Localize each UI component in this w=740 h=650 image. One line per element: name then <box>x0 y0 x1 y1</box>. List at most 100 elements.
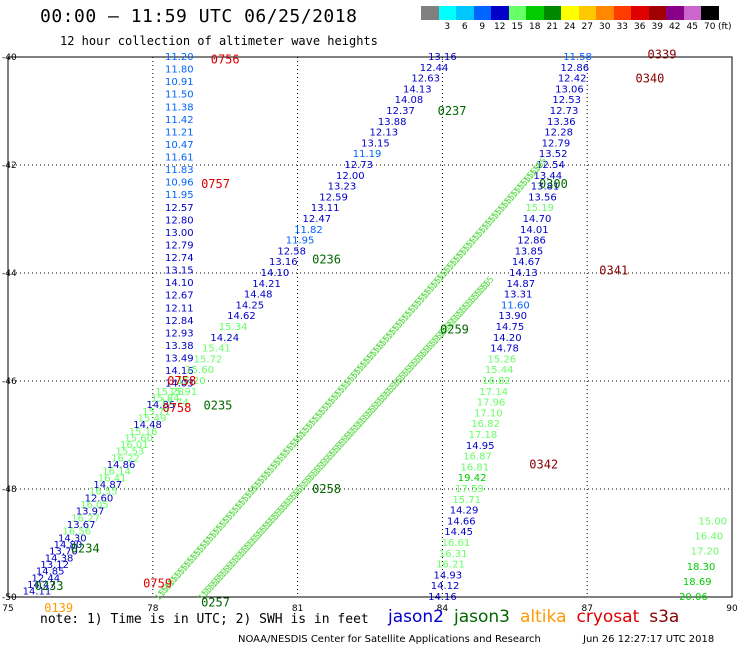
swh-value: 14.16 <box>165 366 194 377</box>
swh-value: 15.28 <box>155 387 184 398</box>
legend-swatch <box>473 6 491 20</box>
swh-value: 14.93 <box>433 570 462 581</box>
swh-value: 17.20 <box>691 547 720 558</box>
swh-value: 14.08 <box>395 95 424 106</box>
credit-line: NOAA/NESDIS Center for Satellite Applica… <box>238 634 714 645</box>
swh-value: 14.24 <box>210 333 239 344</box>
satellite-key: jason2 jason3 altika cryosat s3a <box>388 607 689 627</box>
pass-time-label: 0758 <box>167 374 196 388</box>
swh-value: 16.41 <box>98 473 127 484</box>
swh-value: 13.85 <box>515 246 544 257</box>
swh-value: 14.25 <box>236 300 265 311</box>
swh-value: 15.91 <box>169 387 198 398</box>
pass-time-label: 0234 <box>71 541 100 555</box>
pass-time-label: 0139 <box>44 601 73 615</box>
swh-value: 16.61 <box>442 538 471 549</box>
swh-value: 14.87 <box>506 279 535 290</box>
pass-time-label: 0257 <box>201 595 230 609</box>
swh-value: 15.60 <box>124 433 153 444</box>
swh-value: 15.71 <box>452 495 481 506</box>
swh-value: 16.81 <box>461 462 490 473</box>
swh-value: 15.20 <box>177 376 206 387</box>
legend-swatch <box>631 6 649 20</box>
swh-value: 13.81 <box>531 182 560 193</box>
swh-value: 12.53 <box>552 95 581 106</box>
swh-value: 14.95 <box>466 441 495 452</box>
swh-value: 11.20 <box>165 52 194 63</box>
swh-value: 14.62 <box>227 311 256 322</box>
swh-value: 18.69 <box>683 577 712 588</box>
swh-value: 14.21 <box>252 279 281 290</box>
credit-text: NOAA/NESDIS Center for Satellite Applica… <box>238 634 541 645</box>
swh-value: 10.96 <box>165 178 194 189</box>
swh-value: 15.16 <box>129 427 158 438</box>
swh-value: 13.90 <box>498 311 527 322</box>
legend-label: 9 <box>479 22 486 32</box>
swh-value: 11.21 <box>165 127 194 138</box>
swh-value: 13.23 <box>328 182 357 193</box>
swh-value: 14.45 <box>444 527 473 538</box>
swh-value: 12.60 <box>85 493 114 504</box>
pass-time-label: 0758 <box>162 401 191 415</box>
swh-value: 12.28 <box>544 128 573 139</box>
swh-value: 13.15 <box>165 266 194 277</box>
legend-label: 24 <box>564 22 576 32</box>
swh-value: 16.05 <box>80 500 109 511</box>
legend-label: 33 <box>616 22 628 32</box>
swh-value: 15.84 <box>151 393 180 404</box>
swh-value: 11.82 <box>294 225 323 236</box>
swh-value: 12.11 <box>165 303 194 314</box>
swh-value: 11.38 <box>165 102 194 113</box>
swh-value: 10.91 <box>165 77 194 88</box>
swh-value: 11.60 <box>501 300 530 311</box>
legend-swatch <box>456 6 474 20</box>
legend-swatch <box>491 6 509 20</box>
swh-value: 16.21 <box>436 560 465 571</box>
pass-time-label: 0259 <box>440 323 469 337</box>
legend-swatch <box>421 6 439 20</box>
pass-time-label: 0342 <box>529 458 558 472</box>
legend-swatch <box>683 6 701 20</box>
swh-value: 11.42 <box>165 115 194 126</box>
swh-value: 12.86 <box>561 63 590 74</box>
swh-value: 15.41 <box>202 344 231 355</box>
swh-value: 13.56 <box>528 192 557 203</box>
swh-value: 14.10 <box>165 278 194 289</box>
swh-value: 17.10 <box>474 408 503 419</box>
swh-value: 12.74 <box>165 253 194 264</box>
y-tick-label: -48 <box>2 485 17 495</box>
legend-label: 39 <box>651 22 663 32</box>
swh-value: 11.58 <box>563 52 592 63</box>
legend-swatch <box>526 6 544 20</box>
swh-value: 14.29 <box>450 506 479 517</box>
pass-time-label: 0759 <box>143 577 172 591</box>
swh-value: 13.31 <box>504 290 533 301</box>
swh-value: 12.13 <box>369 128 398 139</box>
satellite-key-jason2: jason2 <box>388 607 444 627</box>
pass-time-label: 0757 <box>201 177 230 191</box>
swh-value: 14.16 <box>428 592 457 603</box>
legend-swatch <box>508 6 526 20</box>
page-title: 00:00 – 11:59 UTC 06/25/2018 <box>40 6 358 27</box>
pass-time-label: 0235 <box>204 398 233 412</box>
swh-value: 12.79 <box>542 138 571 149</box>
swh-value: 14.70 <box>523 214 552 225</box>
pass-time-label: 0258 <box>312 482 341 496</box>
pass-time-label: 0233 <box>35 579 64 593</box>
swh-value: 13.00 <box>165 228 194 239</box>
swh-value: 12.58 <box>277 246 306 257</box>
swh-value: 12.47 <box>303 214 332 225</box>
y-tick-label: -40 <box>2 53 17 63</box>
pass-time-label: 0339 <box>648 47 677 61</box>
pass-time-label: 0237 <box>438 104 467 118</box>
swh-value: 17.96 <box>477 398 506 409</box>
swh-value: 16.40 <box>695 532 724 543</box>
swh-value: 13.06 <box>555 84 584 95</box>
swh-value: 16.22 <box>111 453 140 464</box>
swh-value: 12.84 <box>165 316 194 327</box>
swh-value: 13.88 <box>378 117 407 128</box>
swh-value: 12.42 <box>558 74 587 85</box>
swh-value: 13.70 <box>49 547 78 558</box>
swh-value: 12.00 <box>336 171 365 182</box>
swh-value: 12.86 <box>517 236 546 247</box>
